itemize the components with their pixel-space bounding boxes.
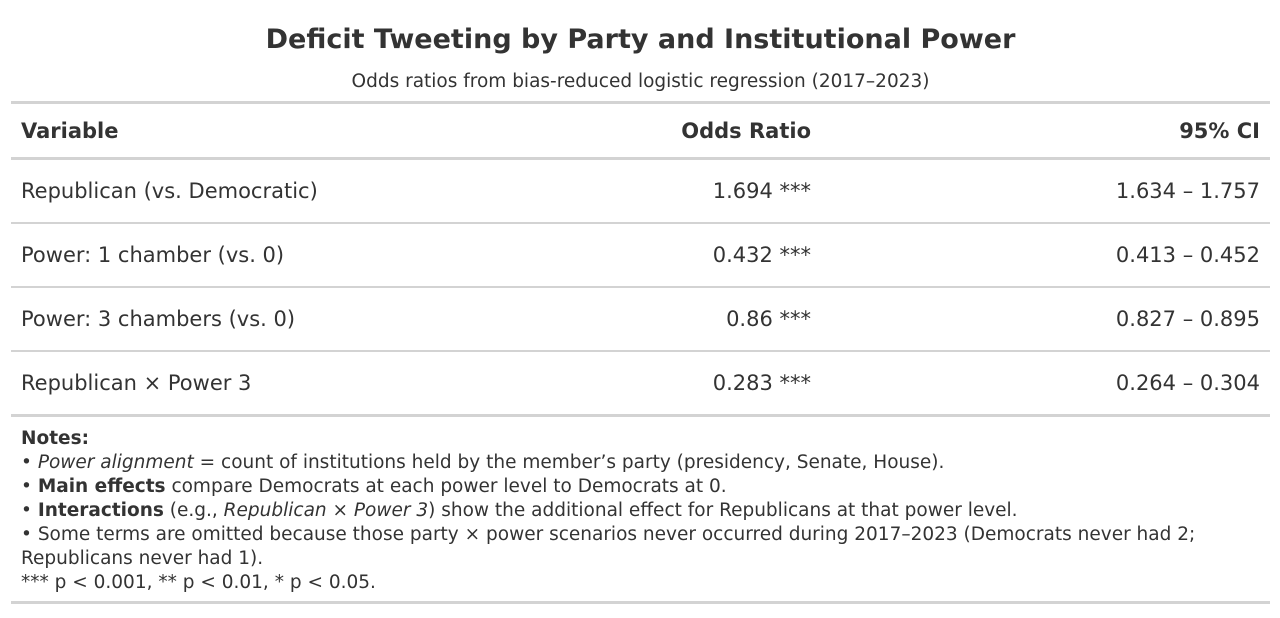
table-subtitle: Odds ratios from bias-reduced logistic r… [11, 52, 1270, 104]
significance-legend: *** p < 0.001, ** p < 0.01, * p < 0.05. [21, 572, 376, 593]
cell-variable: Republican (vs. Democratic) [11, 158, 431, 224]
column-header-odds-ratio: Odds Ratio [431, 104, 821, 160]
cell-odds-ratio: 1.694 *** [431, 158, 821, 224]
cell-variable: Republican × Power 3 [11, 351, 431, 417]
note-omitted-terms: • Some terms are omitted because those p… [21, 524, 1196, 569]
cell-variable: Power: 3 chambers (vs. 0) [11, 287, 431, 352]
note-main-effects: • Main effects compare Democrats at each… [21, 476, 727, 497]
table-row: Power: 3 chambers (vs. 0) 0.86 *** 0.827… [11, 287, 1270, 352]
note-power-alignment: • Power alignment = count of institution… [21, 452, 945, 473]
cell-ci: 0.413 – 0.452 [821, 223, 1270, 288]
cell-variable: Power: 1 chamber (vs. 0) [11, 223, 431, 288]
column-header-ci: 95% CI [821, 104, 1270, 160]
table-row: Republican × Power 3 0.283 *** 0.264 – 0… [11, 351, 1270, 417]
cell-odds-ratio: 0.432 *** [431, 223, 821, 288]
cell-odds-ratio: 0.283 *** [431, 351, 821, 417]
column-header-variable: Variable [11, 104, 431, 160]
table-notes: Notes: • Power alignment = count of inst… [11, 417, 1270, 604]
note-interactions: • Interactions (e.g., Republican × Power… [21, 500, 1018, 521]
cell-ci: 0.827 – 0.895 [821, 287, 1270, 352]
table-title: Deficit Tweeting by Party and Institutio… [265, 24, 1016, 55]
odds-ratio-table: Variable Odds Ratio 95% CI Republican (v… [11, 104, 1270, 417]
table-row: Power: 1 chamber (vs. 0) 0.432 *** 0.413… [11, 223, 1270, 288]
table-row: Republican (vs. Democratic) 1.694 *** 1.… [11, 158, 1270, 224]
notes-heading: Notes: [21, 428, 89, 449]
cell-odds-ratio: 0.86 *** [431, 287, 821, 352]
regression-table-container: Deficit Tweeting by Party and Institutio… [11, 0, 1270, 604]
cell-ci: 0.264 – 0.304 [821, 351, 1270, 417]
table-header-row: Variable Odds Ratio 95% CI [11, 104, 1270, 160]
cell-ci: 1.634 – 1.757 [821, 158, 1270, 224]
